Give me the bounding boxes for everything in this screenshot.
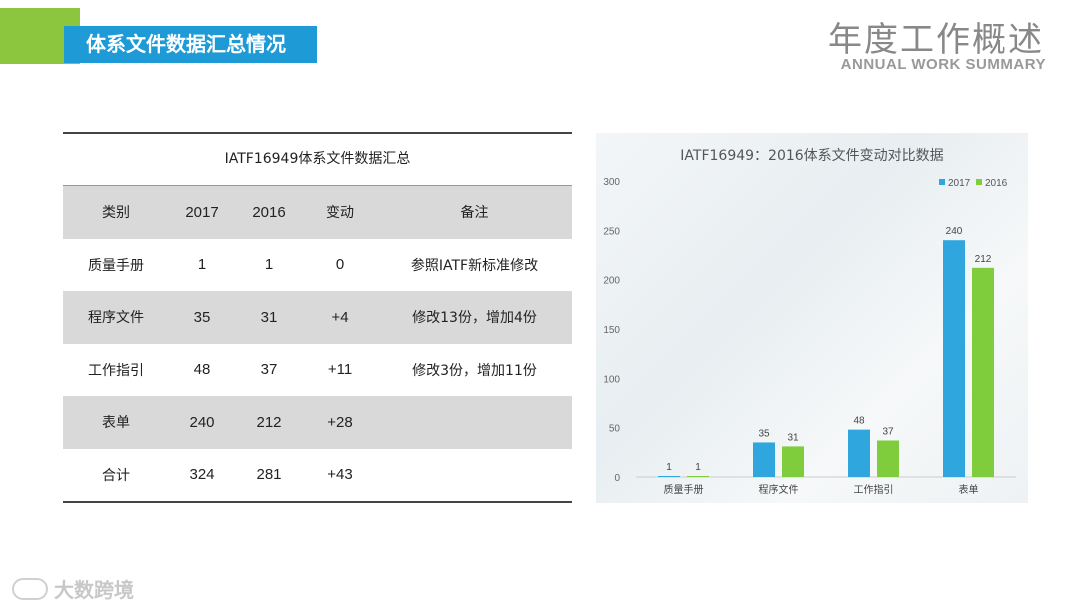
bar-chart: IATF16949：2016体系文件变动对比数据 0 50 100 150 200 250 3… — [603, 148, 1016, 496]
header-remark: 备注 — [460, 205, 489, 222]
cell-change: +43 — [327, 466, 353, 484]
data-label: 31 — [787, 432, 799, 443]
x-tick-label: 工作指引 — [854, 483, 894, 496]
cell-change: 0 — [335, 256, 345, 274]
cell-2017: 35 — [193, 308, 211, 326]
cell-category: 程序文件 — [88, 310, 144, 327]
bar-chart-panel: IATF16949：2016体系文件变动对比数据 0 50 100 150 200 250 3… — [596, 133, 1028, 503]
data-label: 48 — [853, 416, 865, 427]
bar — [972, 267, 994, 477]
page-subtitle: ANNUAL WORK SUMMARY — [840, 56, 1046, 73]
y-tick-label: 300 — [603, 177, 620, 188]
legend-label: 2016 — [985, 178, 1008, 189]
header-category: 类别 — [102, 205, 130, 222]
y-tick-label: 50 — [609, 424, 621, 435]
legend-label: 2017 — [948, 178, 971, 189]
cell-remark: 修改13份，增加4份 — [412, 310, 537, 327]
y-tick-label: 200 — [603, 276, 620, 287]
cell-change: +28 — [327, 413, 353, 431]
cell-2016: 281 — [256, 466, 282, 484]
data-label: 1 — [666, 462, 672, 473]
cell-category: 合计 — [102, 467, 130, 484]
table-title: IATF16949体系文件数据汇总 — [63, 134, 572, 186]
bar — [782, 446, 804, 477]
data-label: 212 — [975, 254, 992, 265]
bar — [753, 442, 775, 477]
cell-2016: 212 — [256, 413, 282, 431]
cell-2016: 1 — [264, 256, 274, 274]
bar — [877, 440, 899, 477]
bar — [687, 476, 709, 477]
data-label: 240 — [946, 226, 963, 237]
y-tick-label: 250 — [603, 226, 620, 237]
table-row-total: 合计 324 281 +43 — [63, 449, 572, 502]
cell-2017: 324 — [189, 466, 215, 484]
watermark-logo-icon — [12, 577, 48, 600]
bar — [943, 240, 965, 477]
bar — [658, 476, 680, 477]
chart-title: IATF16949：2016体系文件变动对比数据 — [680, 148, 943, 164]
table-header-row: 类别 2017 2016 变动 备注 — [63, 186, 572, 239]
cell-category: 表单 — [102, 415, 130, 432]
table-row: 质量手册 1 1 0 参照IATF新标准修改 — [63, 239, 572, 292]
table-row: 表单 240 212 +28 — [63, 396, 572, 449]
y-tick-label: 150 — [603, 325, 620, 336]
x-tick-label: 表单 — [959, 483, 979, 496]
cell-2017: 48 — [193, 361, 211, 379]
cell-remark: 修改3份，增加11份 — [412, 362, 537, 379]
section-title: 体系文件数据汇总情况 — [64, 26, 317, 63]
cell-remark: 参照IATF新标准修改 — [410, 257, 539, 274]
summary-table: IATF16949体系文件数据汇总 类别 2017 2016 变动 备注 质量手… — [63, 132, 572, 503]
x-tick-label: 程序文件 — [759, 483, 799, 496]
data-label: 1 — [695, 462, 701, 473]
header-2016: 2016 — [252, 203, 286, 221]
cell-2016: 37 — [260, 361, 278, 379]
cell-2016: 31 — [260, 308, 278, 326]
bar — [848, 429, 870, 477]
cell-change: +4 — [331, 308, 349, 326]
header-change: 变动 — [326, 205, 354, 222]
data-label: 35 — [758, 428, 770, 439]
y-tick-label: 0 — [614, 473, 620, 484]
legend-swatch — [939, 179, 945, 185]
page-title: 年度工作概述 — [828, 20, 1044, 60]
header-2017: 2017 — [185, 203, 219, 221]
table-row: 程序文件 35 31 +4 修改13份，增加4份 — [63, 291, 572, 344]
y-tick-label: 100 — [603, 374, 620, 385]
legend-swatch — [976, 179, 982, 185]
watermark-text: 大数跨境 — [54, 578, 134, 602]
cell-2017: 1 — [197, 256, 207, 274]
cell-category: 质量手册 — [88, 257, 144, 274]
table-title-text: IATF16949体系文件数据汇总 — [224, 151, 411, 167]
data-label: 37 — [882, 426, 894, 437]
table-row: 工作指引 48 37 +11 修改3份，增加11份 — [63, 344, 572, 397]
x-tick-label: 质量手册 — [664, 483, 704, 496]
watermark: 大数跨境 — [12, 574, 134, 603]
cell-2017: 240 — [189, 413, 215, 431]
cell-change: +11 — [327, 361, 353, 379]
cell-category: 工作指引 — [88, 362, 144, 379]
